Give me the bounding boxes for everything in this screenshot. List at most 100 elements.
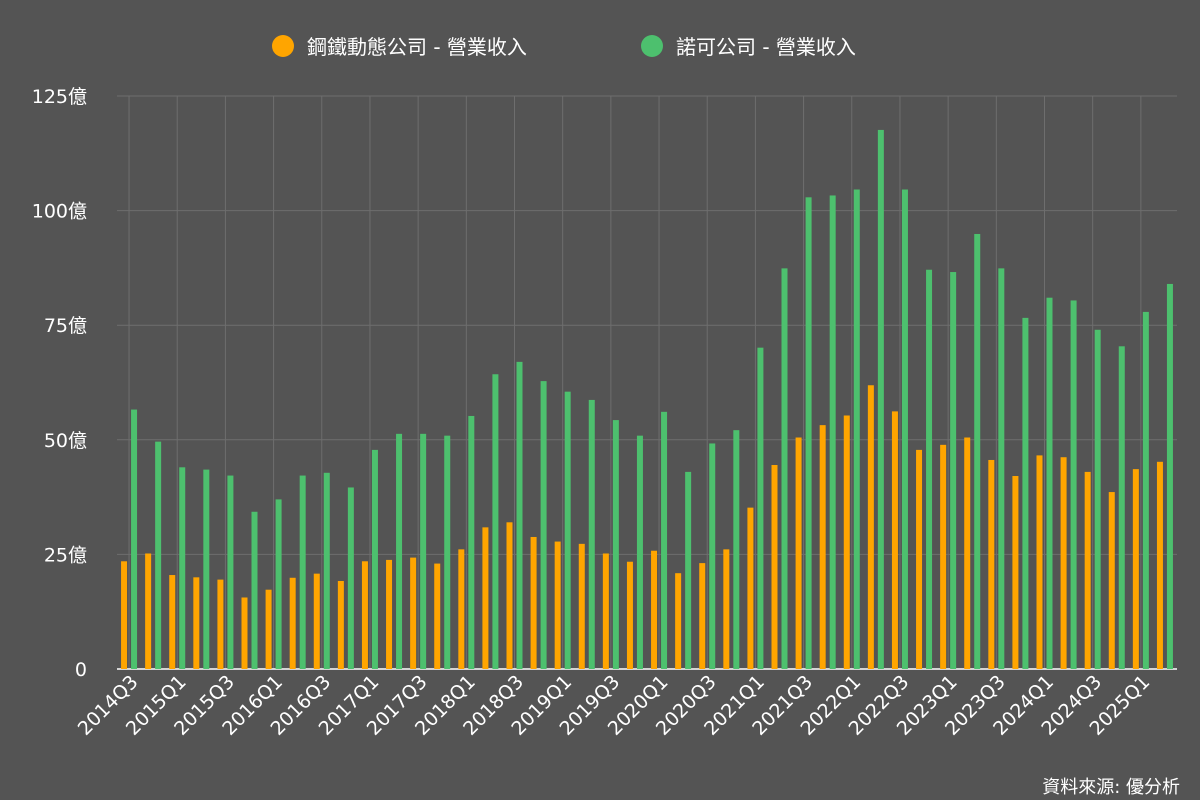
legend-marker — [641, 35, 663, 57]
bar-series-1 — [121, 561, 128, 669]
legend-marker — [272, 35, 294, 57]
bar-series-1 — [1060, 457, 1067, 669]
bar-series-1 — [217, 579, 224, 669]
bar-series-1 — [626, 561, 633, 669]
bar-series-2 — [203, 469, 210, 669]
bar-series-2 — [1118, 346, 1125, 669]
bar-series-1 — [891, 411, 898, 669]
bar-series-2 — [179, 467, 186, 669]
bar-series-2 — [420, 433, 427, 669]
bar-series-1 — [1084, 471, 1091, 669]
bar-series-1 — [530, 536, 537, 669]
bar-series-1 — [1012, 476, 1019, 669]
bar-series-2 — [1166, 283, 1173, 669]
bar-series-1 — [337, 580, 344, 669]
bar-series-1 — [482, 527, 489, 669]
bar-series-1 — [434, 563, 441, 669]
y-tick-label: 100億 — [32, 201, 87, 223]
bar-series-1 — [771, 465, 778, 669]
bar-series-1 — [747, 507, 754, 669]
bar-series-1 — [867, 385, 874, 669]
bar-series-2 — [275, 499, 282, 669]
y-tick-label: 0 — [75, 659, 87, 681]
y-tick-label: 125億 — [32, 86, 87, 108]
bar-series-2 — [709, 443, 716, 669]
bar-series-1 — [506, 522, 513, 669]
y-tick-label: 50億 — [44, 430, 87, 452]
bar-series-1 — [819, 425, 826, 669]
bar-series-1 — [193, 577, 200, 669]
bar-series-1 — [843, 415, 850, 669]
bar-series-2 — [926, 269, 933, 669]
bar-series-2 — [636, 435, 643, 669]
bar-series-2 — [901, 189, 908, 669]
bar-series-2 — [251, 511, 258, 669]
bar-series-2 — [540, 381, 547, 669]
bar-series-1 — [723, 549, 730, 669]
bar-series-1 — [651, 550, 658, 669]
bar-series-2 — [661, 411, 668, 669]
bar-series-1 — [1156, 461, 1163, 669]
bar-series-1 — [361, 561, 368, 669]
bar-series-2 — [974, 233, 981, 670]
bar-series-2 — [564, 391, 571, 669]
bar-series-2 — [805, 197, 812, 669]
bar-series-1 — [602, 553, 609, 669]
bar-series-2 — [444, 435, 451, 669]
bar-series-1 — [1108, 492, 1115, 669]
bar-series-2 — [588, 399, 595, 669]
bar-series-2 — [612, 420, 619, 669]
bar-series-2 — [371, 449, 378, 669]
bar-series-2 — [347, 487, 354, 669]
bar-series-2 — [829, 195, 836, 669]
bar-series-2 — [1094, 329, 1101, 669]
bar-series-1 — [554, 541, 561, 669]
bar-series-2 — [323, 472, 330, 669]
y-axis: 0 25億 50億 75億 100億 125億 — [32, 86, 87, 681]
legend-label: 諾可公司 - 營業收入 — [676, 35, 856, 59]
legend-label: 鋼鐵動態公司 - 營業收入 — [307, 35, 527, 59]
bar-series-1 — [795, 437, 802, 669]
bar-series-1 — [241, 597, 248, 669]
bar-series-1 — [386, 559, 393, 669]
bar-series-2 — [877, 129, 884, 670]
bar-series-2 — [155, 441, 162, 669]
bar-series-2 — [733, 430, 740, 669]
bar-series-2 — [492, 374, 499, 669]
bar-series-1 — [964, 437, 971, 669]
bar-series-1 — [265, 589, 272, 669]
bar-series-2 — [299, 475, 306, 669]
bar-series-2 — [781, 268, 788, 669]
bar-series-1 — [410, 557, 417, 669]
bar-series-1 — [458, 549, 465, 669]
bar-series-1 — [916, 449, 923, 669]
legend: 鋼鐵動態公司 - 營業收入 諾可公司 - 營業收入 — [272, 35, 856, 59]
bars — [121, 129, 1173, 670]
bar-series-1 — [169, 575, 176, 669]
bar-series-2 — [516, 361, 523, 669]
bar-series-2 — [1022, 317, 1029, 669]
bar-series-1 — [675, 573, 682, 669]
bar-series-1 — [289, 577, 296, 669]
bar-series-2 — [998, 268, 1005, 669]
bar-series-2 — [396, 433, 403, 669]
source-note: 資料來源: 優分析 — [1042, 777, 1180, 798]
bar-series-2 — [757, 347, 764, 669]
bar-series-1 — [940, 444, 947, 669]
bar-series-1 — [1036, 455, 1043, 669]
x-axis: 2014Q32015Q12015Q32016Q12016Q32017Q12017… — [74, 671, 1155, 740]
bar-series-1 — [699, 563, 706, 669]
bar-series-2 — [950, 272, 957, 669]
bar-series-1 — [578, 543, 585, 669]
bar-series-1 — [1132, 469, 1139, 669]
y-tick-label: 25億 — [44, 544, 87, 566]
bar-series-2 — [1046, 297, 1053, 669]
bar-series-1 — [145, 553, 152, 669]
bar-series-2 — [853, 189, 860, 669]
bar-series-2 — [1142, 311, 1149, 669]
bar-series-2 — [131, 409, 138, 669]
bar-series-1 — [313, 573, 320, 669]
bar-series-2 — [685, 471, 692, 669]
bar-series-1 — [988, 459, 995, 669]
